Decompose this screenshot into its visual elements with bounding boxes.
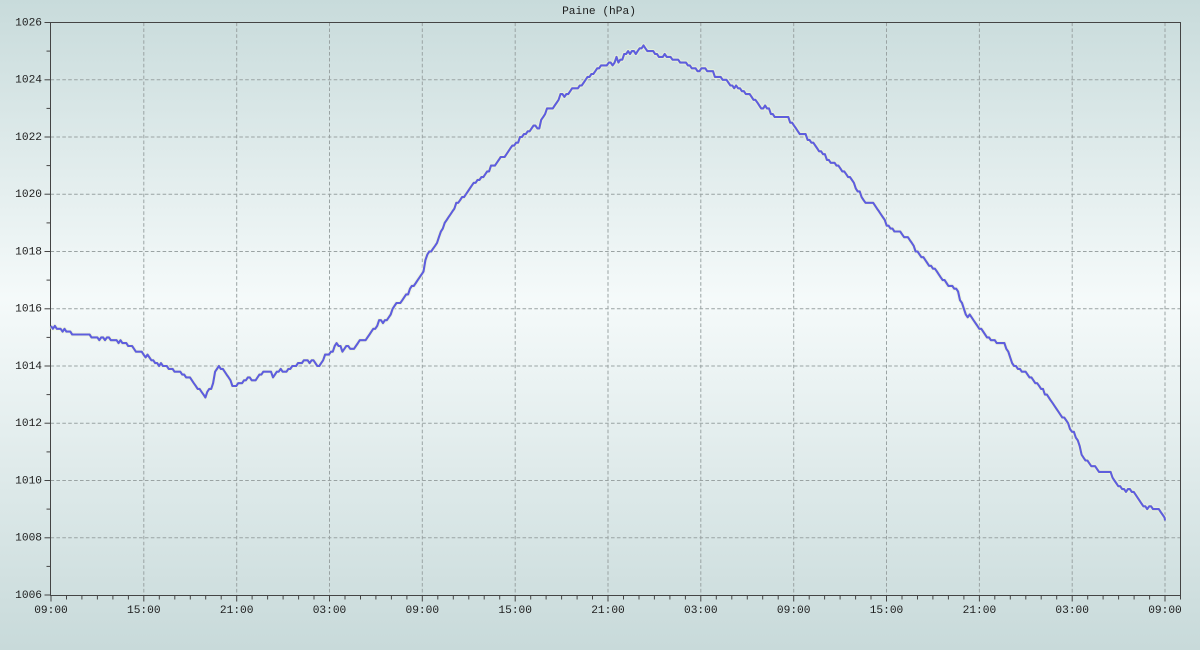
svg-text:09:00: 09:00 <box>34 605 68 617</box>
svg-text:15:00: 15:00 <box>127 605 161 617</box>
svg-text:1024: 1024 <box>15 75 42 87</box>
svg-text:03:00: 03:00 <box>313 605 347 617</box>
svg-text:03:00: 03:00 <box>684 605 718 617</box>
svg-text:Paine (hPa): Paine (hPa) <box>562 6 636 18</box>
svg-text:1012: 1012 <box>15 418 42 430</box>
svg-text:21:00: 21:00 <box>963 605 997 617</box>
svg-text:09:00: 09:00 <box>777 605 811 617</box>
svg-text:09:00: 09:00 <box>406 605 440 617</box>
svg-text:1008: 1008 <box>15 533 42 545</box>
svg-text:1018: 1018 <box>15 246 42 258</box>
svg-text:1026: 1026 <box>15 17 42 29</box>
svg-text:03:00: 03:00 <box>1055 605 1089 617</box>
svg-text:1020: 1020 <box>15 189 42 201</box>
svg-text:1022: 1022 <box>15 132 42 144</box>
svg-text:09:00: 09:00 <box>1148 605 1182 617</box>
svg-text:1010: 1010 <box>15 475 42 487</box>
svg-text:1014: 1014 <box>15 361 42 373</box>
svg-text:15:00: 15:00 <box>498 605 532 617</box>
svg-text:1016: 1016 <box>15 304 42 316</box>
svg-text:21:00: 21:00 <box>220 605 254 617</box>
svg-text:1006: 1006 <box>15 590 42 602</box>
svg-text:21:00: 21:00 <box>591 605 625 617</box>
svg-text:15:00: 15:00 <box>870 605 904 617</box>
